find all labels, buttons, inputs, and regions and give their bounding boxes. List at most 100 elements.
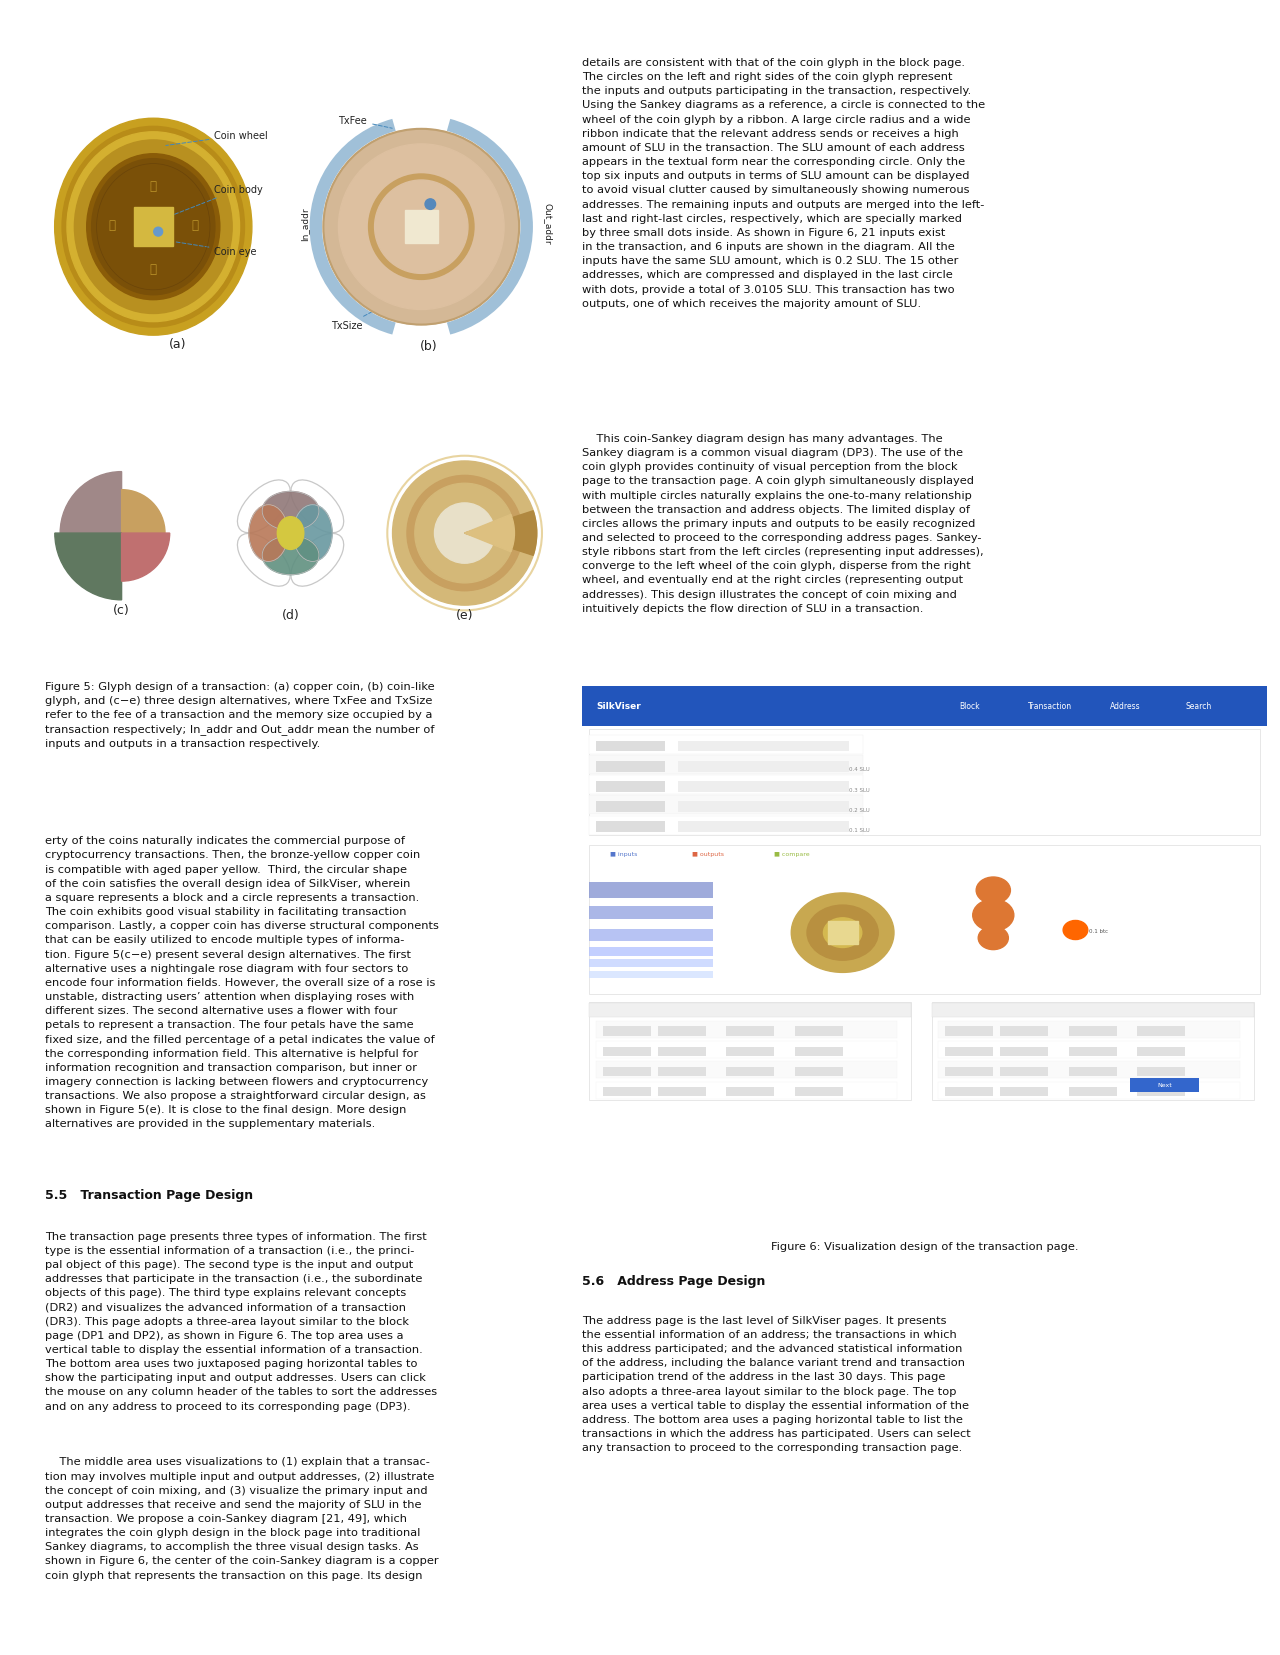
FancyBboxPatch shape (1137, 1026, 1185, 1036)
Text: (c): (c) (113, 604, 131, 617)
Text: The middle area uses visualizations to (1) explain that a transac-
tion may invo: The middle area uses visualizations to (… (45, 1456, 439, 1581)
Text: TxSize: TxSize (332, 311, 374, 331)
FancyBboxPatch shape (603, 1067, 652, 1077)
FancyBboxPatch shape (726, 1048, 774, 1056)
Text: Coin body: Coin body (170, 185, 264, 217)
Text: 重: 重 (191, 218, 198, 232)
FancyBboxPatch shape (795, 1087, 842, 1097)
FancyBboxPatch shape (1000, 1087, 1048, 1097)
Text: Transaction: Transaction (1028, 702, 1071, 712)
Circle shape (973, 900, 1014, 932)
FancyBboxPatch shape (795, 1048, 842, 1056)
Ellipse shape (278, 518, 303, 549)
Circle shape (978, 927, 1009, 950)
FancyBboxPatch shape (946, 1026, 993, 1036)
FancyBboxPatch shape (678, 781, 850, 793)
Text: 5.5   Transaction Page Design: 5.5 Transaction Page Design (45, 1188, 253, 1202)
Text: Search: Search (1185, 702, 1211, 712)
Text: 0.4 SLU: 0.4 SLU (849, 766, 870, 771)
FancyBboxPatch shape (589, 776, 863, 794)
Polygon shape (828, 922, 858, 945)
FancyBboxPatch shape (589, 796, 863, 814)
FancyBboxPatch shape (946, 1067, 993, 1077)
FancyBboxPatch shape (946, 1048, 993, 1056)
Text: Block: Block (959, 702, 979, 712)
Text: 寶: 寶 (109, 218, 115, 232)
Circle shape (324, 129, 520, 326)
Text: 5.6   Address Page Design: 5.6 Address Page Design (582, 1274, 765, 1288)
FancyBboxPatch shape (589, 730, 1261, 836)
Circle shape (425, 200, 435, 210)
FancyBboxPatch shape (582, 687, 1267, 727)
Text: Coin wheel: Coin wheel (166, 131, 268, 146)
Text: Out_addr: Out_addr (543, 204, 552, 245)
FancyBboxPatch shape (1000, 1067, 1048, 1077)
Wedge shape (55, 533, 122, 601)
Text: 豐: 豐 (150, 263, 156, 275)
Circle shape (407, 477, 522, 591)
Text: 咸: 咸 (150, 180, 156, 192)
FancyBboxPatch shape (1069, 1026, 1116, 1036)
FancyBboxPatch shape (658, 1067, 705, 1077)
FancyBboxPatch shape (589, 1001, 911, 1101)
FancyBboxPatch shape (589, 816, 863, 836)
Wedge shape (60, 472, 122, 533)
FancyBboxPatch shape (596, 1082, 897, 1099)
FancyBboxPatch shape (589, 930, 713, 942)
FancyBboxPatch shape (596, 761, 664, 773)
Circle shape (415, 483, 515, 584)
Text: Coin eye: Coin eye (175, 243, 257, 257)
FancyBboxPatch shape (603, 1087, 652, 1097)
Text: This coin-Sankey diagram design has many advantages. The
Sankey diagram is a com: This coin-Sankey diagram design has many… (582, 434, 984, 614)
FancyBboxPatch shape (603, 1048, 652, 1056)
Ellipse shape (87, 154, 220, 301)
FancyBboxPatch shape (932, 1003, 1253, 1018)
Text: SilkViser: SilkViser (596, 702, 641, 712)
Ellipse shape (262, 536, 319, 576)
Text: 0.1 btc: 0.1 btc (1089, 928, 1108, 933)
FancyBboxPatch shape (938, 1082, 1240, 1099)
FancyBboxPatch shape (658, 1026, 705, 1036)
Circle shape (154, 228, 163, 237)
Circle shape (375, 180, 468, 275)
FancyBboxPatch shape (589, 846, 1261, 995)
Circle shape (434, 503, 495, 564)
Text: Address: Address (1110, 702, 1140, 712)
Text: The transaction page presents three types of information. The first
type is the : The transaction page presents three type… (45, 1231, 436, 1410)
FancyBboxPatch shape (1069, 1087, 1116, 1097)
FancyBboxPatch shape (726, 1026, 774, 1036)
Circle shape (806, 905, 878, 960)
Wedge shape (122, 533, 170, 583)
Text: 0.2 SLU: 0.2 SLU (849, 808, 870, 813)
FancyBboxPatch shape (589, 947, 713, 957)
FancyBboxPatch shape (795, 1067, 842, 1077)
FancyBboxPatch shape (938, 1041, 1240, 1059)
FancyBboxPatch shape (1137, 1087, 1185, 1097)
FancyBboxPatch shape (946, 1087, 993, 1097)
FancyBboxPatch shape (658, 1048, 705, 1056)
FancyBboxPatch shape (589, 882, 713, 899)
Circle shape (338, 144, 504, 311)
Ellipse shape (262, 492, 319, 531)
Text: details are consistent with that of the coin glyph in the block page.
The circle: details are consistent with that of the … (582, 58, 986, 308)
FancyBboxPatch shape (596, 801, 664, 813)
Text: ■ outputs: ■ outputs (692, 851, 724, 856)
FancyBboxPatch shape (1069, 1048, 1116, 1056)
Wedge shape (465, 511, 536, 556)
Circle shape (369, 175, 474, 280)
FancyBboxPatch shape (589, 735, 863, 755)
FancyBboxPatch shape (678, 761, 850, 773)
Text: 0.1 SLU: 0.1 SLU (849, 828, 870, 832)
Text: erty of the coins naturally indicates the commercial purpose of
cryptocurrency t: erty of the coins naturally indicates th… (45, 836, 439, 1129)
FancyBboxPatch shape (1000, 1048, 1048, 1056)
Circle shape (791, 894, 893, 973)
FancyBboxPatch shape (1130, 1079, 1199, 1092)
FancyBboxPatch shape (596, 1063, 897, 1079)
FancyBboxPatch shape (596, 1041, 897, 1059)
Ellipse shape (250, 505, 288, 563)
Text: 0.3 SLU: 0.3 SLU (849, 788, 870, 793)
Circle shape (977, 877, 1010, 904)
Wedge shape (465, 515, 515, 553)
FancyBboxPatch shape (596, 823, 664, 832)
FancyBboxPatch shape (1069, 1067, 1116, 1077)
